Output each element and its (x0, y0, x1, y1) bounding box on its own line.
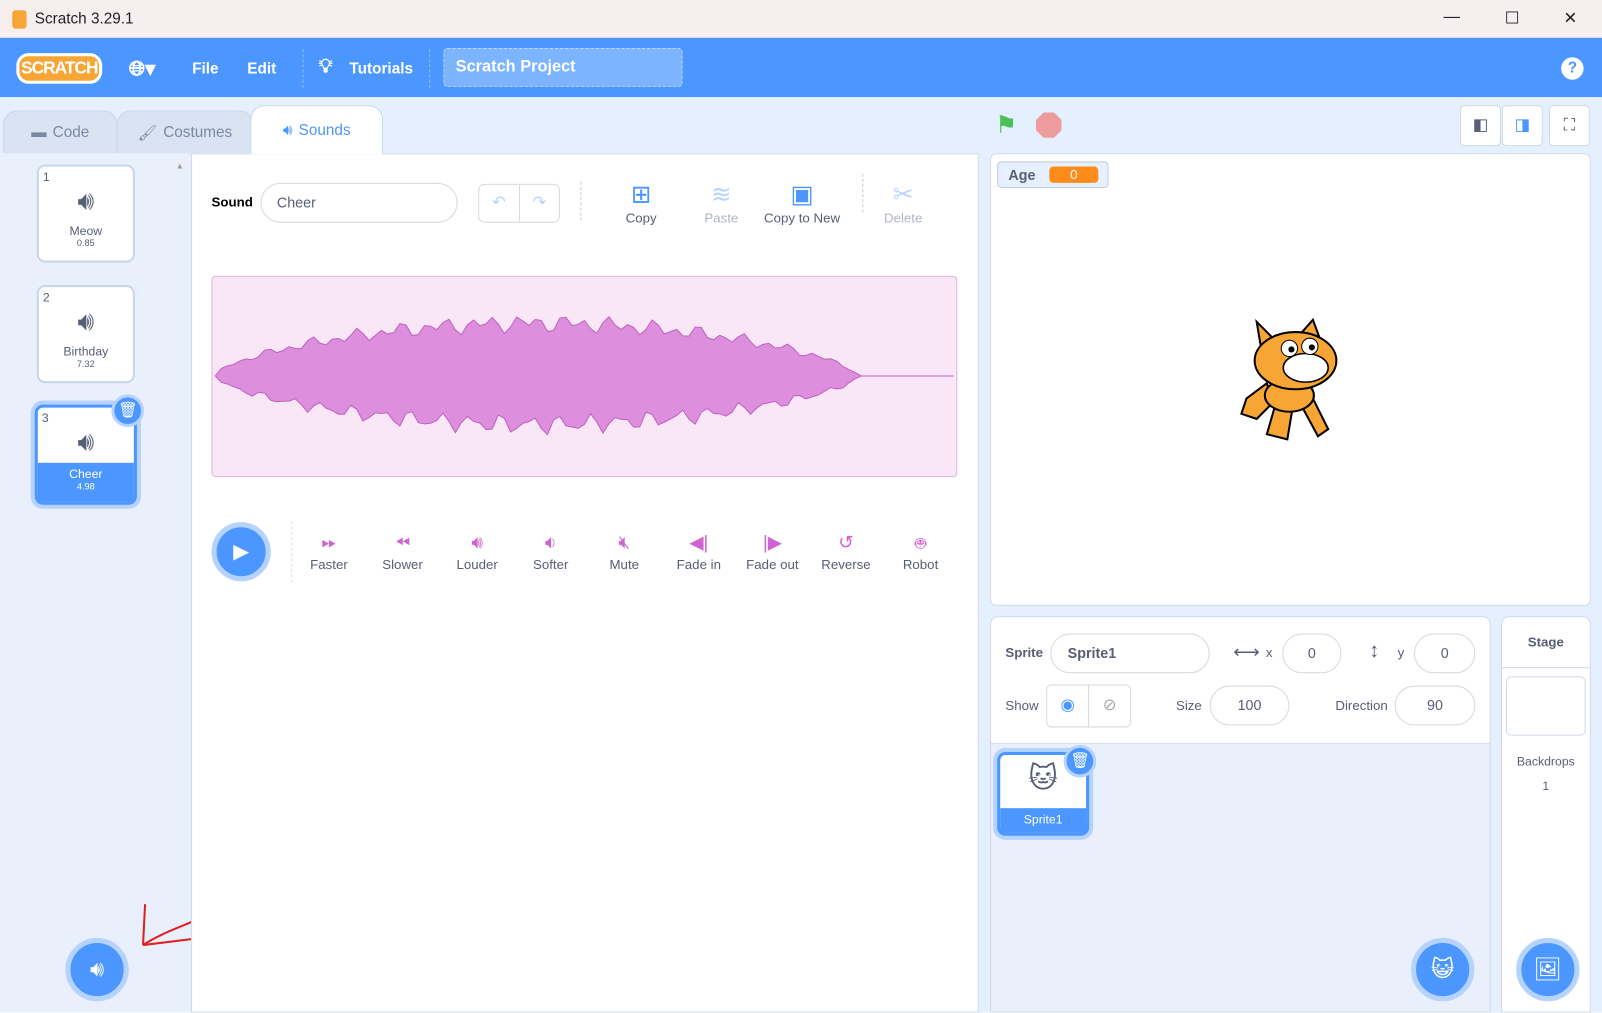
slower-icon: ⏪︎ (395, 532, 410, 553)
app-icon (12, 9, 27, 29)
menu-bar (0, 37, 1602, 98)
lightbulb-icon: 💡︎ (318, 56, 333, 78)
speaker-icon: 🔊︎ (77, 184, 95, 216)
delete-button[interactable]: ✂ Delete (877, 180, 930, 226)
title-bar: Scratch 3.29.1 — ☐ ✕ (0, 0, 1602, 38)
x-input[interactable]: 0 (1282, 633, 1342, 674)
effect-louder-button[interactable]: 🔊︎ Louder (440, 532, 514, 572)
x-arrows-icon: ⟷ (1233, 641, 1260, 663)
tab-costumes[interactable]: 🖌︎ Costumes (116, 110, 254, 154)
waveform[interactable] (211, 275, 958, 478)
show-sprite-button[interactable]: ◉ (1047, 685, 1090, 727)
project-title-input[interactable]: Scratch Project (443, 48, 683, 87)
trash-icon: 🗑︎ (117, 401, 138, 419)
paste-button[interactable]: ≋ Paste (695, 180, 748, 226)
add-backdrop-icon: 🖼︎ (1533, 956, 1563, 982)
small-stage-button[interactable]: ◧ (1460, 105, 1501, 147)
fade-out-icon: |▶ (762, 532, 782, 553)
tutorials-menu[interactable]: Tutorials (349, 60, 414, 78)
cat-sprite[interactable] (1226, 312, 1354, 445)
paste-icon: ≋ (711, 180, 732, 209)
cat-thumbnail: 🐱︎ (1028, 762, 1059, 794)
maximize-button[interactable]: ☐ (1504, 10, 1520, 28)
reverse-icon: ↺ (838, 532, 854, 553)
sprite-tile[interactable]: 🐱︎ Sprite1 (997, 751, 1090, 836)
sound-tile-birthday[interactable]: 2 🔊︎ Birthday 7.32 (36, 285, 135, 384)
faster-icon: ⏩︎ (321, 532, 337, 553)
effect-slower-button[interactable]: ⏪︎ Slower (366, 532, 440, 572)
window-title: Scratch 3.29.1 (34, 10, 134, 28)
effect-robot-button[interactable]: 🤖︎ Robot (884, 532, 958, 572)
choose-backdrop-button[interactable]: 🖼︎ (1516, 937, 1580, 1002)
mute-icon: 🔇︎ (618, 532, 631, 553)
globe-icon[interactable]: 🌐︎▾ (128, 58, 156, 81)
minimize-button[interactable]: — (1443, 8, 1461, 26)
effect-softer-button[interactable]: 🔉︎ Softer (514, 532, 588, 572)
effect-fade-in-button[interactable]: ◀| Fade in (662, 532, 736, 572)
code-icon: ▬ (31, 123, 47, 141)
play-icon: ▶ (233, 540, 249, 563)
waveform-path (214, 315, 954, 436)
size-input[interactable]: 100 (1209, 685, 1290, 726)
undo-button[interactable]: ↶ (479, 184, 520, 222)
robot-icon: 🤖︎ (915, 533, 927, 554)
effect-faster-button[interactable]: ⏩︎ Faster (292, 532, 366, 572)
sprite-name-input[interactable]: Sprite1 (1050, 633, 1210, 674)
normal-stage-button[interactable]: ◨ (1501, 105, 1543, 147)
hide-sprite-button[interactable]: ⊘ (1102, 696, 1117, 715)
add-sound-icon: 🔊︎ (89, 956, 105, 982)
speaker-icon: 🔊︎ (282, 121, 293, 139)
sound-list-scrollbar[interactable]: ▲ (169, 155, 191, 1013)
tab-code[interactable]: ▬ Code (3, 110, 118, 154)
y-arrows-icon: ↕ (1369, 639, 1380, 663)
tab-sounds[interactable]: 🔊︎ Sounds (250, 105, 384, 155)
effect-fade-out-button[interactable]: |▶ Fade out (736, 532, 810, 572)
fade-in-icon: ◀| (689, 532, 709, 553)
y-input[interactable]: 0 (1414, 633, 1476, 674)
play-button[interactable]: ▶ (211, 522, 271, 582)
choose-sprite-button[interactable]: 😺︎ (1410, 937, 1475, 1002)
softer-icon: 🔉︎ (544, 532, 557, 553)
green-flag-icon[interactable]: ⚑ (995, 111, 1018, 139)
sound-name-label: Sound (211, 194, 253, 210)
copy-to-new-button[interactable]: ▣ Copy to New (761, 180, 843, 226)
variable-monitor-age: Age 0 (997, 161, 1109, 188)
monitor-value: 0 (1049, 166, 1099, 183)
delete-sound-button[interactable]: 🗑︎ (111, 394, 145, 428)
copy-to-new-icon: ▣ (790, 180, 814, 209)
add-sprite-icon: 😺︎ (1430, 956, 1455, 982)
choose-sound-button[interactable]: 🔊︎ (65, 937, 129, 1002)
louder-icon: 🔊︎ (471, 532, 483, 553)
speaker-icon: 🔊︎ (77, 426, 95, 457)
speaker-icon: 🔊︎ (77, 305, 95, 337)
stage-thumbnail[interactable] (1505, 676, 1586, 736)
trash-icon: 🗑︎ (1070, 751, 1090, 770)
brush-icon: 🖌︎ (137, 124, 158, 142)
help-icon[interactable]: ? (1561, 57, 1584, 80)
direction-input[interactable]: 90 (1394, 685, 1476, 726)
fullscreen-button[interactable]: ⛶ (1548, 105, 1590, 147)
edit-menu[interactable]: Edit (247, 60, 277, 78)
redo-button[interactable]: ↷ (532, 194, 547, 212)
copy-icon: ⊞ (630, 180, 652, 209)
sound-tile-meow[interactable]: 1 🔊︎ Meow 0.85 (36, 164, 135, 263)
delete-sprite-button[interactable]: 🗑︎ (1063, 744, 1097, 778)
sound-name-input[interactable]: Cheer (260, 182, 458, 223)
stop-icon[interactable] (1036, 112, 1062, 138)
copy-button[interactable]: ⊞ Copy (613, 180, 669, 226)
file-menu[interactable]: File (192, 60, 219, 78)
close-button[interactable]: ✕ (1563, 10, 1578, 28)
effect-mute-button[interactable]: 🔇︎ Mute (587, 532, 661, 572)
sprite-name-label: Sprite (1005, 644, 1043, 661)
effect-reverse-button[interactable]: ↺ Reverse (809, 532, 883, 572)
scratch-logo[interactable]: SCRATCH (16, 53, 103, 84)
scissors-icon: ✂ (892, 180, 914, 209)
